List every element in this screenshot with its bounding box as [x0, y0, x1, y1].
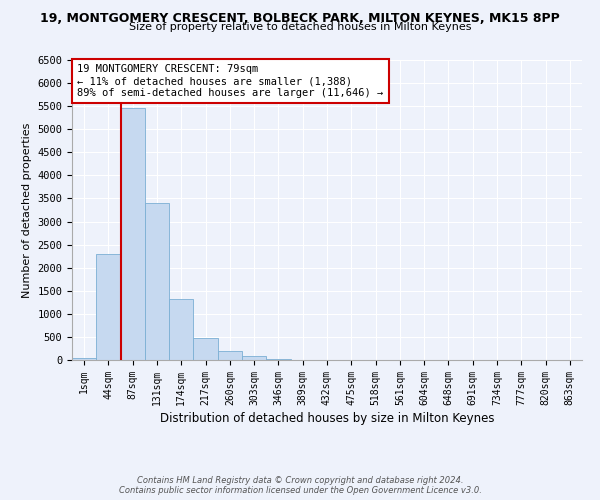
Bar: [145, 203, 169, 360]
Text: Size of property relative to detached houses in Milton Keynes: Size of property relative to detached ho…: [129, 22, 471, 32]
Text: Contains HM Land Registry data © Crown copyright and database right 2024.
Contai: Contains HM Land Registry data © Crown c…: [119, 476, 481, 495]
Bar: [121, 108, 145, 360]
Bar: [193, 338, 218, 360]
X-axis label: Distribution of detached houses by size in Milton Keynes: Distribution of detached houses by size …: [160, 412, 494, 425]
Text: 19, MONTGOMERY CRESCENT, BOLBECK PARK, MILTON KEYNES, MK15 8PP: 19, MONTGOMERY CRESCENT, BOLBECK PARK, M…: [40, 12, 560, 26]
Bar: [242, 356, 266, 360]
Bar: [169, 299, 193, 360]
Bar: [266, 359, 290, 360]
Bar: [72, 358, 96, 360]
Text: 19 MONTGOMERY CRESCENT: 79sqm
← 11% of detached houses are smaller (1,388)
89% o: 19 MONTGOMERY CRESCENT: 79sqm ← 11% of d…: [77, 64, 383, 98]
Bar: [96, 254, 121, 360]
Y-axis label: Number of detached properties: Number of detached properties: [22, 122, 32, 298]
Bar: [218, 352, 242, 360]
